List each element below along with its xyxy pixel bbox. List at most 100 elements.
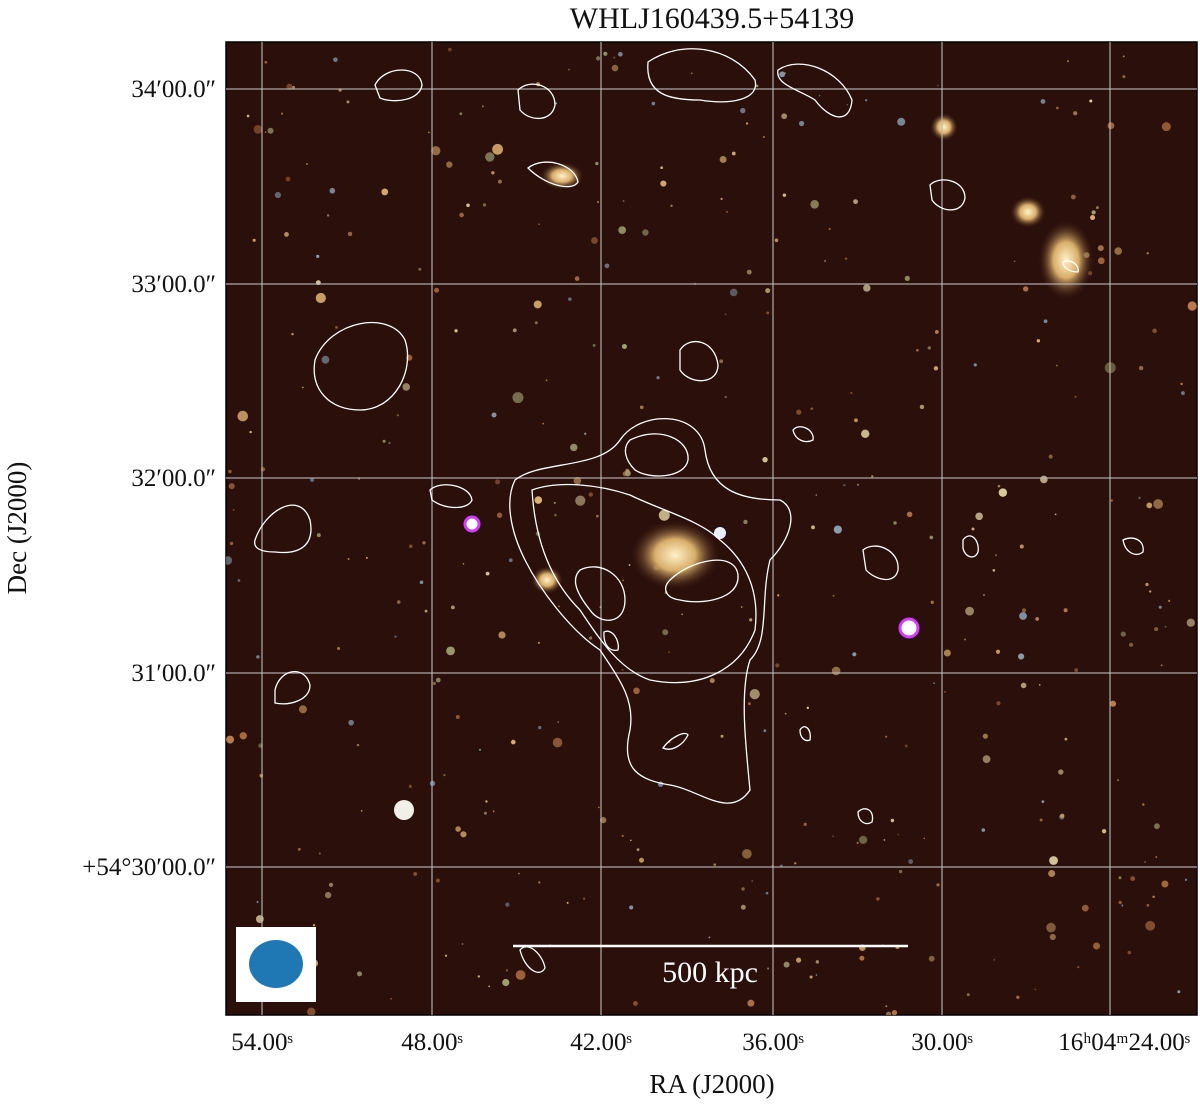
star — [596, 56, 601, 61]
star — [435, 677, 441, 683]
star — [971, 527, 975, 531]
star — [488, 985, 491, 988]
star — [729, 288, 738, 297]
star — [316, 254, 320, 258]
star — [454, 329, 458, 333]
star — [1093, 942, 1101, 950]
star — [478, 748, 482, 751]
star — [1146, 903, 1150, 907]
y-tick-label: 34′00.0″ — [131, 76, 216, 103]
star — [720, 197, 723, 200]
star — [588, 636, 593, 640]
star — [810, 407, 814, 410]
star — [1081, 904, 1089, 912]
star — [285, 176, 291, 182]
star — [633, 1001, 638, 1006]
star — [1184, 878, 1188, 882]
star — [796, 409, 802, 415]
star — [863, 284, 871, 292]
star — [491, 171, 495, 175]
star — [515, 970, 526, 980]
star — [731, 151, 736, 156]
star — [642, 229, 649, 236]
star — [746, 269, 752, 275]
star — [1152, 328, 1157, 334]
star — [613, 56, 616, 59]
star — [394, 635, 397, 638]
star — [803, 822, 807, 826]
star — [573, 477, 582, 485]
star — [595, 514, 599, 518]
star — [306, 162, 309, 165]
star — [455, 715, 460, 720]
star — [226, 735, 235, 744]
star — [891, 1009, 898, 1015]
star — [492, 810, 495, 813]
star — [537, 641, 540, 644]
star — [568, 297, 572, 301]
star — [1127, 950, 1132, 955]
star — [662, 629, 669, 636]
star — [811, 525, 815, 530]
star — [719, 156, 727, 164]
star — [782, 193, 787, 197]
star — [658, 509, 670, 521]
star — [408, 784, 412, 788]
star — [765, 891, 769, 895]
star — [291, 332, 294, 336]
star — [982, 755, 991, 764]
star — [998, 488, 1008, 497]
star — [1114, 247, 1123, 255]
star — [995, 649, 1001, 654]
star — [284, 232, 289, 237]
star — [1048, 454, 1053, 459]
star — [455, 826, 461, 832]
star — [491, 412, 497, 418]
star — [1074, 668, 1079, 673]
star — [264, 131, 267, 133]
star — [628, 564, 631, 566]
star — [774, 238, 779, 243]
x-axis-label: RA (J2000) — [649, 1069, 774, 1099]
star — [681, 613, 683, 616]
star — [660, 180, 667, 187]
star — [1064, 737, 1068, 741]
star — [1034, 988, 1037, 991]
star — [853, 199, 858, 205]
star — [1067, 60, 1069, 63]
star — [553, 501, 556, 504]
star — [766, 311, 770, 315]
star — [639, 405, 644, 410]
star — [280, 112, 284, 115]
star — [396, 414, 399, 417]
y-tick-label: 33′00.0″ — [131, 271, 216, 298]
star — [390, 997, 393, 1000]
star — [1181, 391, 1185, 395]
star — [1038, 683, 1041, 686]
star — [1149, 590, 1152, 593]
star — [237, 410, 249, 422]
y-tick-label: 32′00.0″ — [131, 465, 216, 492]
star — [505, 969, 509, 972]
star — [996, 701, 1001, 706]
star — [944, 690, 946, 693]
star — [904, 275, 910, 281]
star — [828, 227, 831, 230]
star — [498, 631, 506, 639]
star — [329, 187, 336, 194]
star — [897, 833, 900, 836]
star — [983, 594, 985, 596]
star — [832, 594, 835, 597]
star — [629, 905, 634, 910]
star — [591, 237, 598, 244]
star — [1168, 599, 1171, 603]
star — [856, 483, 860, 486]
star — [246, 114, 250, 118]
star — [936, 84, 939, 87]
star — [1046, 922, 1056, 933]
star — [777, 594, 780, 597]
star — [1109, 700, 1117, 707]
star — [538, 223, 540, 226]
star — [636, 848, 640, 852]
star — [495, 479, 501, 485]
